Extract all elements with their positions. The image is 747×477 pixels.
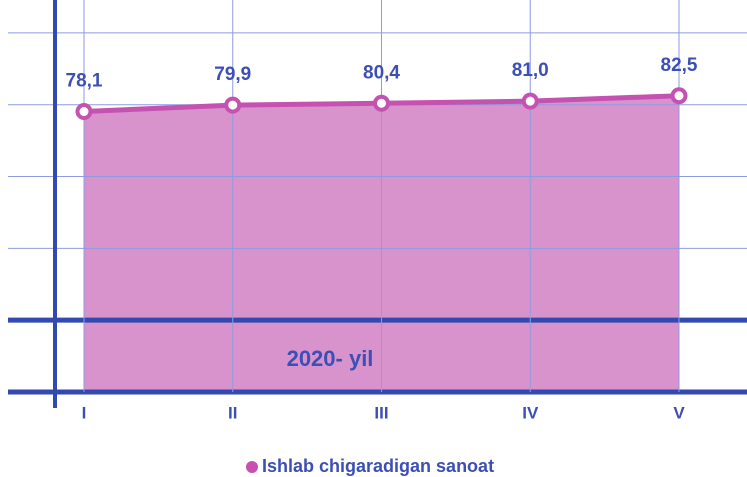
x-tick-label: IV [522, 403, 539, 422]
data-label: 81,0 [512, 60, 549, 81]
marker [373, 94, 390, 112]
x-tick-label: II [228, 403, 237, 422]
legend-label: Ishlab chigaradigan sanoat [262, 456, 494, 476]
annotation: 2020- yil [287, 346, 374, 371]
legend-swatch [246, 461, 258, 473]
x-tick-label: V [673, 403, 685, 422]
marker [75, 103, 93, 121]
marker [670, 87, 688, 105]
data-label: 80,4 [363, 62, 400, 83]
x-tick-label: I [82, 403, 87, 422]
marker [224, 96, 242, 114]
data-label: 82,5 [661, 55, 698, 76]
marker [521, 92, 539, 110]
data-label: 79,9 [214, 64, 251, 85]
data-label: 78,1 [66, 71, 103, 92]
x-tick-label: III [374, 403, 388, 422]
